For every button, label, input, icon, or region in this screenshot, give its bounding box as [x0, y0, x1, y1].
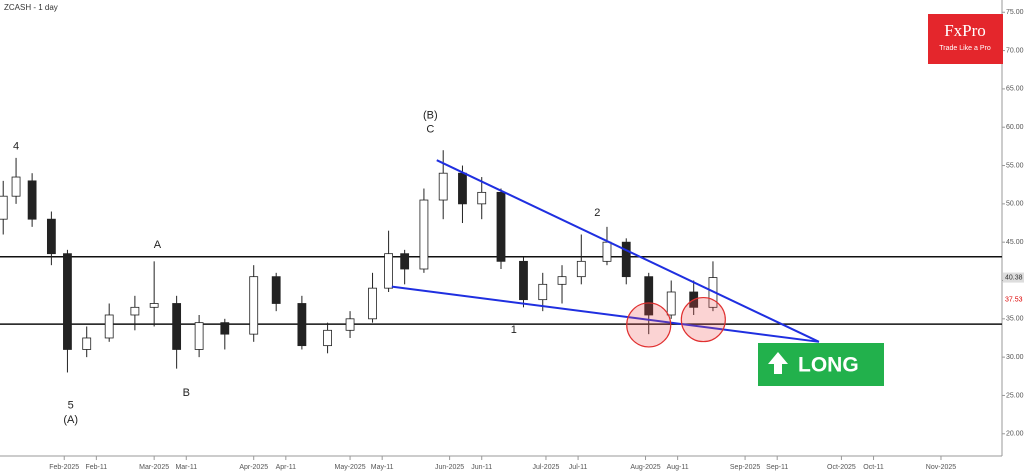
candle-body: [496, 191, 506, 262]
x-tick-label: May-2025: [334, 464, 365, 471]
x-tick-label: Feb-11: [86, 464, 108, 471]
x-tick-label: Jun-2025: [435, 464, 464, 471]
wave-label: A: [154, 239, 162, 251]
candle-body: [172, 303, 182, 350]
x-tick-label: Mar-2025: [139, 464, 169, 471]
candle-body: [323, 329, 332, 347]
candle-body: [538, 283, 548, 301]
x-tick-label: Apr-11: [276, 464, 297, 471]
signal-label: LONG: [798, 354, 859, 377]
candle-body: [400, 253, 410, 270]
candle-body: [27, 180, 37, 220]
wave-label: 1: [511, 324, 517, 336]
highlight-circle: [626, 302, 672, 348]
candle-body: [63, 253, 72, 350]
candle-body: [368, 287, 377, 320]
wave-label: 5: [68, 399, 74, 411]
highlight-circle: [680, 296, 726, 343]
x-tick-label: Nov-2025: [926, 464, 956, 471]
candle-body: [0, 195, 8, 220]
price-label: 37.53: [1005, 296, 1023, 303]
wave-label: B: [183, 387, 190, 399]
candle-body: [345, 318, 355, 331]
trend-line: [436, 159, 820, 343]
logo-name: FxPro: [944, 21, 986, 40]
candle-body: [576, 260, 586, 278]
y-tick-label: 65.00: [1006, 86, 1024, 93]
signal-arrow: [768, 352, 788, 374]
y-tick-label: 50.00: [1006, 201, 1024, 208]
y-tick-label: 75.00: [1006, 9, 1024, 16]
y-tick-label: 20.00: [1006, 431, 1024, 438]
candle-body: [11, 176, 21, 197]
candle-body: [249, 276, 259, 335]
wave-label: 2: [594, 207, 600, 219]
x-tick-label: Mar-11: [175, 464, 197, 471]
x-tick-label: Feb-2025: [49, 464, 79, 471]
wave-label: (B): [423, 110, 438, 122]
y-tick-label: 35.00: [1006, 316, 1024, 323]
candle-body: [149, 303, 159, 308]
wave-label: C: [426, 123, 434, 135]
logo-tagline: Trade Like a Pro: [939, 45, 991, 52]
x-tick-label: Aug-11: [667, 464, 689, 471]
price-label: 40.38: [1005, 274, 1023, 281]
candle-body: [644, 276, 654, 316]
y-tick-label: 60.00: [1006, 124, 1024, 131]
x-tick-label: Jun-11: [471, 464, 492, 471]
wave-label: 4: [13, 140, 19, 152]
trend-line: [391, 285, 820, 343]
price-label-box: [1003, 272, 1024, 283]
price-label-box: [1003, 294, 1024, 305]
candle-body: [458, 172, 467, 205]
y-tick-label: 70.00: [1006, 47, 1024, 54]
candle-body: [46, 218, 56, 255]
candle-body: [384, 253, 393, 289]
x-tick-label: May-11: [371, 464, 394, 471]
candle-body: [602, 241, 612, 262]
candle-body: [271, 276, 281, 304]
candle-body: [666, 291, 676, 316]
x-tick-label: Oct-2025: [827, 464, 856, 471]
y-tick-label: 25.00: [1006, 392, 1024, 399]
chart-title: ZCASH - 1 day: [4, 3, 58, 12]
candle-body: [82, 337, 92, 350]
candle-body: [438, 172, 448, 201]
y-tick-label: 45.00: [1006, 239, 1024, 246]
x-tick-label: Aug-2025: [630, 464, 660, 471]
x-tick-label: Apr-2025: [239, 464, 268, 471]
wave-label: (A): [63, 414, 78, 426]
y-tick-label: 30.00: [1006, 354, 1024, 361]
x-tick-label: Sep-11: [766, 464, 788, 471]
candle-body: [130, 306, 140, 316]
candle-body: [220, 322, 230, 335]
x-tick-label: Jul-11: [569, 464, 588, 471]
candle-body: [477, 191, 487, 205]
candle-body: [194, 322, 204, 350]
y-tick-label: 55.00: [1006, 162, 1024, 169]
x-tick-label: Sep-2025: [730, 464, 760, 471]
candle-body: [104, 314, 114, 339]
candle-body: [621, 241, 631, 278]
logo-box: [928, 14, 1003, 64]
candle-body: [419, 199, 429, 270]
candle-body: [557, 276, 567, 285]
x-tick-label: Jul-2025: [533, 464, 560, 471]
candle-body: [519, 260, 528, 301]
x-tick-label: Oct-11: [863, 464, 884, 471]
candle-body: [297, 303, 307, 347]
